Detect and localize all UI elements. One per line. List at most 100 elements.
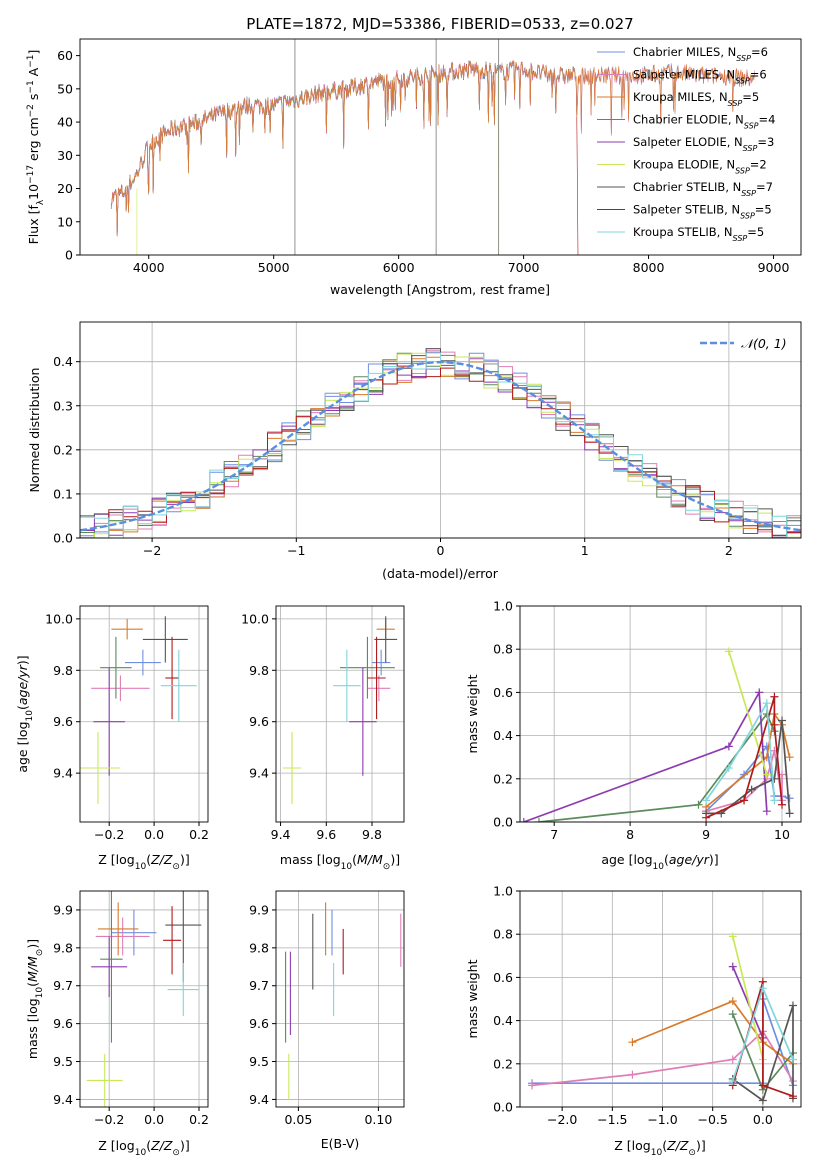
axis-label: Z [log10(Z/Z⊙)] bbox=[614, 1138, 705, 1158]
weight-marker-chabrier_stelib bbox=[747, 785, 756, 794]
axis-label-part: mass [log bbox=[25, 998, 40, 1059]
legend-label-normal: 𝒩(0, 1) bbox=[741, 336, 787, 351]
panel-age_vs_Z: −0.2 0.0 0.29.49.69.810.0Z [log10(Z/Z⊙)]ag… bbox=[15, 605, 209, 872]
weight-marker-kroupa_stelib bbox=[728, 1077, 737, 1086]
y-tick-label: 0.0 bbox=[493, 1100, 513, 1115]
axis-label: E(B-V) bbox=[321, 1136, 360, 1151]
axis-label-part: Flux [f bbox=[26, 205, 41, 245]
y-tick-label: 0.4 bbox=[493, 728, 513, 743]
legend-subscript: SSP bbox=[735, 76, 750, 85]
axis-label-part: ( bbox=[25, 982, 40, 987]
axis-label-part: 10 bbox=[25, 710, 35, 722]
legend-text: =3 bbox=[757, 135, 774, 149]
plot-area bbox=[528, 932, 797, 1105]
axis-label-part: ( bbox=[15, 705, 30, 710]
axis-label-part: ⊙ bbox=[172, 862, 180, 872]
axis-label-part: E(B-V) bbox=[321, 1136, 360, 1151]
legend-subscript: SSP bbox=[741, 189, 756, 198]
weight-marker-chabrier_stelib bbox=[788, 1001, 797, 1010]
y-tick-label: 10.0 bbox=[45, 611, 73, 626]
plot-area bbox=[520, 647, 794, 822]
legend-text: =2 bbox=[750, 158, 767, 172]
axis-label-part: ( bbox=[662, 1138, 667, 1153]
weight-marker-kroupa_stelib bbox=[770, 796, 779, 805]
x-tick-label: −1.0 bbox=[647, 1112, 677, 1127]
y-tick-label: 9.4 bbox=[53, 766, 73, 781]
weight-marker-salpeter_stelib bbox=[770, 720, 779, 729]
axis-label-part: (data-model)/error bbox=[382, 566, 499, 581]
y-tick-label: 9.7 bbox=[53, 978, 73, 993]
axis-label-part: ( bbox=[352, 852, 357, 867]
legend-text: =6 bbox=[751, 45, 768, 59]
axis-label: mass [log10(M/M⊙)] bbox=[25, 939, 45, 1059]
y-tick-label: 9.9 bbox=[53, 902, 73, 917]
axis-label-part: wavelength [Angstrom, rest frame] bbox=[330, 282, 550, 297]
y-tick-label: 0.8 bbox=[493, 642, 513, 657]
axis-label: Flux [fλ10−17 erg cm−2 s−1 A−1] bbox=[26, 50, 46, 245]
axes-frame: 9.4 9.6 9.8 9.4 9.6 9.8 10.0 mass [log10(M/M⊙)] bbox=[241, 605, 405, 872]
axes-frame: −0.2 0.0 0.29.49.69.810.0Z [log10(Z/Z⊙)]ag… bbox=[15, 605, 209, 872]
y-tick-label: 20 bbox=[57, 181, 73, 196]
x-tick-label: 9.8 bbox=[362, 827, 382, 842]
x-tick-label: 9 bbox=[702, 827, 710, 842]
axes-border bbox=[275, 890, 405, 1108]
weight-marker-chabrier_miles bbox=[785, 794, 794, 803]
axes-frame: 4000 5000 6000 7000 8000 9000 0 10 20 30 40 50 60 Cha… bbox=[26, 38, 802, 297]
weight-marker-kroupa_stelib bbox=[702, 796, 711, 805]
plot-area bbox=[282, 616, 398, 804]
axis-label: mass weight bbox=[465, 959, 480, 1038]
legend-label-chabrier_miles: Chabrier MILES, NSSP=6 bbox=[633, 45, 768, 63]
weight-marker-kroupa_miles bbox=[728, 997, 737, 1006]
weight-marker-kroupa_miles bbox=[785, 753, 794, 762]
weight-marker-salpeter_elodie bbox=[520, 818, 528, 822]
weight-marker-salpeter_stelib bbox=[778, 800, 787, 809]
axis-label-part: A bbox=[26, 67, 41, 80]
axis-label-part: )] bbox=[696, 1138, 706, 1153]
axis-label-part: age/yr bbox=[669, 852, 710, 867]
axis-label-part: ⊙ bbox=[383, 862, 391, 872]
axis-label-part: ( bbox=[146, 852, 151, 867]
axis-label-part: Z/Z bbox=[150, 1138, 173, 1153]
weight-marker-salpeter_elodie bbox=[728, 962, 737, 971]
x-tick-label: 1 bbox=[581, 543, 589, 558]
weight-line-salpeter_elodie bbox=[732, 966, 764, 1039]
axis-label: mass weight bbox=[465, 674, 480, 753]
legend-label-kroupa_elodie: Kroupa ELODIE, NSSP=2 bbox=[633, 158, 767, 176]
axis-label: mass [log10(M/M⊙)] bbox=[280, 852, 400, 872]
weight-marker-salpeter_miles bbox=[728, 1055, 737, 1064]
axis-label-part: 10 bbox=[341, 862, 353, 872]
axis-label-part: ( bbox=[146, 1138, 151, 1153]
weight-marker-chabrier_elodie bbox=[728, 1010, 737, 1019]
y-tick-label: 0.6 bbox=[493, 970, 513, 985]
axes-frame: 0.05 0.10 9.4 9.5 9.6 9.7 9.8 9.9 E(B-V) bbox=[249, 890, 405, 1151]
weight-marker-salpeter_stelib bbox=[740, 796, 749, 805]
x-tick-label: −0.5 bbox=[698, 1112, 728, 1127]
y-tick-label: 0.4 bbox=[493, 1013, 513, 1028]
axis-label-part: ( bbox=[664, 852, 669, 867]
x-tick-label: 2 bbox=[725, 543, 733, 558]
axes-border bbox=[79, 38, 802, 256]
axis-label-part: 10 bbox=[35, 987, 45, 999]
weight-marker-salpeter_stelib bbox=[788, 1092, 797, 1101]
weight-line-chabrier_elodie bbox=[538, 712, 776, 822]
y-tick-label: 30 bbox=[57, 148, 73, 163]
y-tick-label: 9.6 bbox=[249, 714, 269, 729]
normal-curve bbox=[80, 360, 801, 532]
legend-label-salpeter_elodie: Salpeter ELODIE, NSSP=3 bbox=[633, 135, 774, 153]
axis-label-part: Normed distribution bbox=[27, 368, 42, 493]
x-tick-label: 10 bbox=[774, 827, 790, 842]
weight-marker-salpeter_elodie bbox=[762, 807, 771, 816]
legend-text: Salpeter MILES, N bbox=[633, 68, 735, 82]
spectrum-line-kroupa_elodie bbox=[110, 61, 499, 255]
y-tick-label: 9.5 bbox=[53, 1054, 73, 1069]
weight-line-kroupa_elodie bbox=[728, 651, 768, 775]
axis-label: (data-model)/error bbox=[382, 566, 499, 581]
axis-label-part: age [log bbox=[15, 721, 30, 772]
legend-text: =4 bbox=[759, 113, 776, 127]
axis-label-part: mass [log bbox=[280, 852, 341, 867]
y-tick-label: 9.8 bbox=[249, 940, 269, 955]
y-tick-label: 0.3 bbox=[53, 398, 73, 413]
axis-label-part: −2 bbox=[26, 104, 36, 117]
axis-label: Z [log10(Z/Z⊙)] bbox=[98, 1138, 189, 1158]
